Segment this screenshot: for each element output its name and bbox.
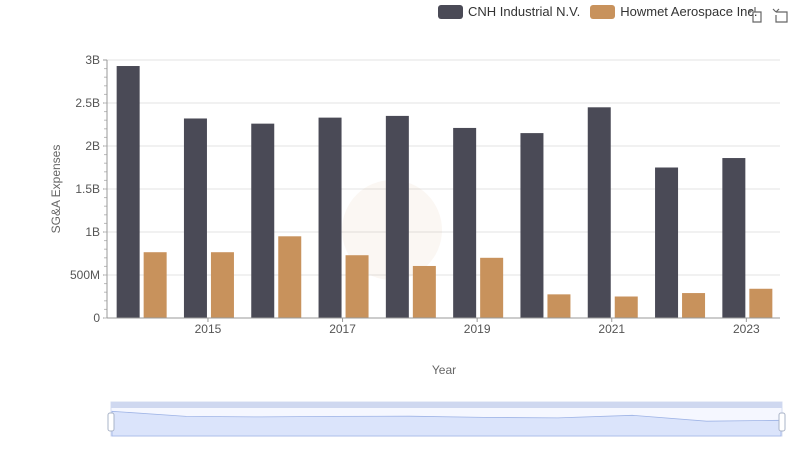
bar-cnh xyxy=(655,167,679,318)
slider-top-bar[interactable] xyxy=(111,402,782,408)
bar-howmet xyxy=(480,257,504,318)
legend-swatch-cnh xyxy=(438,4,463,19)
bar-howmet xyxy=(278,236,302,318)
bar-howmet xyxy=(682,293,706,318)
zoom-icon[interactable] xyxy=(746,6,764,24)
legend-label-howmet: Howmet Aerospace Inc. xyxy=(620,4,758,19)
x-tick-label: 2017 xyxy=(329,322,356,336)
bar-cnh xyxy=(722,158,746,318)
bar-cnh xyxy=(587,107,611,318)
legend: CNH Industrial N.V. Howmet Aerospace Inc… xyxy=(438,4,768,19)
bar-howmet xyxy=(143,252,167,318)
bar-howmet xyxy=(749,288,773,318)
bar-cnh xyxy=(116,66,140,319)
y-tick-label: 500M xyxy=(70,268,100,282)
legend-item-cnh[interactable]: CNH Industrial N.V. xyxy=(438,4,580,19)
bar-cnh xyxy=(251,123,275,318)
bar-cnh xyxy=(453,127,477,318)
y-tick-label: 2.5B xyxy=(75,96,100,110)
y-axis: 0 500M 1B 1.5B 2B 2.5B 3B xyxy=(70,53,108,325)
x-axis: 2015 2017 2019 2021 2023 xyxy=(107,317,780,336)
restore-icon[interactable] xyxy=(772,6,790,24)
legend-item-howmet[interactable]: Howmet Aerospace Inc. xyxy=(590,4,758,19)
x-tick-label: 2019 xyxy=(464,322,491,336)
y-tick-label: 3B xyxy=(85,53,100,67)
bar-howmet xyxy=(345,255,369,318)
legend-swatch-howmet xyxy=(590,4,616,19)
x-tick-label: 2015 xyxy=(195,322,222,336)
bar-cnh xyxy=(520,133,544,318)
y-tick-label: 1.5B xyxy=(75,182,100,196)
y-tick-label: 2B xyxy=(85,139,100,153)
y-tick-label: 0 xyxy=(93,311,100,325)
legend-label-cnh: CNH Industrial N.V. xyxy=(468,4,581,19)
bar-howmet xyxy=(614,296,638,318)
bar-cnh xyxy=(385,115,409,319)
bar-howmet xyxy=(210,252,234,318)
slider-handle-right[interactable] xyxy=(778,412,786,432)
bar-cnh xyxy=(183,118,207,318)
bar-howmet xyxy=(547,294,571,318)
data-zoom-slider[interactable] xyxy=(107,401,786,437)
bar-cnh xyxy=(318,117,342,319)
x-tick-label: 2023 xyxy=(733,322,760,336)
gridlines xyxy=(107,59,780,319)
x-axis-title: Year xyxy=(432,363,456,377)
bar-howmet xyxy=(412,265,436,318)
y-tick-label: 1B xyxy=(85,225,100,239)
y-axis-title: SG&A Expenses xyxy=(49,145,63,234)
bars xyxy=(116,66,773,319)
x-tick-label: 2021 xyxy=(598,322,625,336)
slider-handle-left[interactable] xyxy=(107,412,115,432)
